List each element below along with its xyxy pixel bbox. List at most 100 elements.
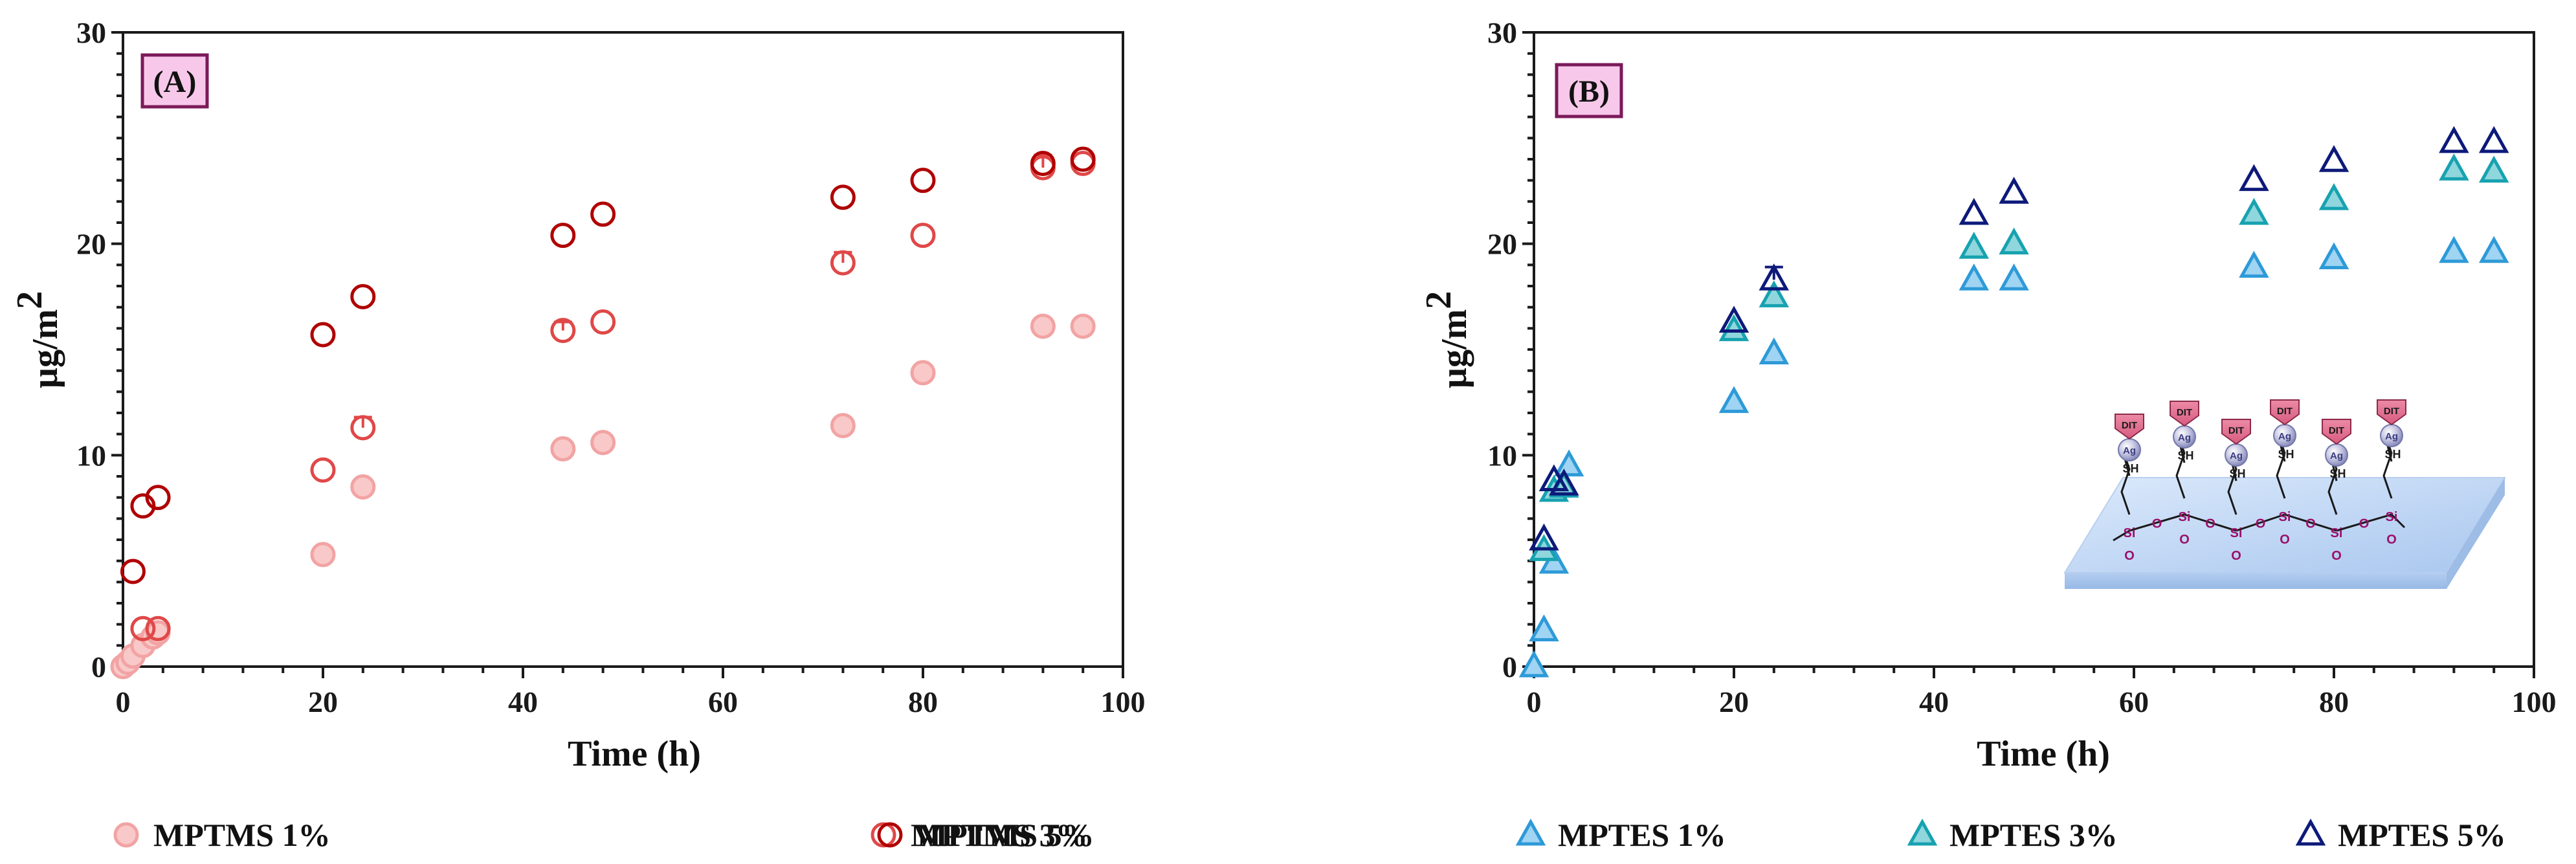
- legend-label: MPTES 1%: [1558, 817, 1726, 853]
- data-point: [145, 485, 171, 511]
- thiol-label: SH: [2122, 462, 2138, 475]
- panel-b-x-tick-label: 20: [1719, 685, 1749, 718]
- silicon-atom-label: Si: [2331, 526, 2343, 540]
- siloxane-bond: [2129, 513, 2185, 532]
- dit-shield: [2115, 414, 2144, 440]
- data-point: [1030, 313, 1056, 339]
- oxygen-atom-label: O: [2359, 517, 2370, 531]
- silver-label: Ag: [2385, 431, 2398, 442]
- surface-molecules: SiOOSHAgDITSiOOSHAgDITSiOOSHAgDITSiOOSHA…: [2113, 399, 2406, 563]
- legend-label: MPTMS 1%: [153, 817, 331, 853]
- siloxane-bond: [2284, 513, 2337, 532]
- silicon-atom-label: Si: [2124, 526, 2136, 540]
- panel-a-y-tick-label: 30: [76, 16, 106, 49]
- panel-a-y-tick-label: 0: [91, 650, 106, 683]
- dit-shield: [2322, 419, 2351, 445]
- data-point: [550, 223, 576, 249]
- siloxane-bond: [2113, 529, 2130, 542]
- panel-b-x-axis-title: Time (h): [1977, 734, 2110, 774]
- data-point: [310, 457, 336, 483]
- panel-a-y-axis-title-sup: 2: [10, 291, 50, 309]
- oxygen-atom-label: O: [2280, 533, 2290, 547]
- series-mptms-1-: [110, 313, 1096, 680]
- data-point: [130, 493, 156, 519]
- data-point: [830, 413, 856, 439]
- data-point: [145, 615, 171, 641]
- data-point: [1518, 650, 1549, 678]
- data-point: [590, 309, 616, 335]
- legend-item: MPTMS 5%: [877, 817, 1094, 853]
- siloxane-bond: [2236, 513, 2285, 532]
- data-point: [2478, 236, 2509, 263]
- dit-label: DIT: [2384, 406, 2399, 417]
- thiol-label: SH: [2278, 448, 2294, 461]
- data-point: [2478, 126, 2509, 153]
- panel-a-x-tick-label: 80: [908, 685, 938, 718]
- data-point: [1759, 337, 1790, 365]
- panel-a-x-tick-label: 40: [508, 685, 538, 718]
- data-point: [910, 360, 936, 386]
- panel-a-y-axis-title-text: µg/m: [25, 309, 65, 388]
- legend-marker: [1515, 818, 1546, 846]
- panel-a-x-tick-label: 0: [116, 685, 131, 718]
- oxygen-atom-label: O: [2256, 517, 2266, 531]
- siloxane-bond: [2184, 513, 2237, 532]
- data-point: [310, 542, 336, 568]
- data-point: [1999, 227, 2029, 255]
- silver-label: Ag: [2123, 445, 2136, 456]
- silver-label: Ag: [2230, 450, 2243, 461]
- data-point: [1718, 305, 1749, 333]
- data-point: [830, 250, 856, 276]
- data-point: [2439, 126, 2469, 153]
- data-point: [1959, 197, 1990, 225]
- dit-shield: [2270, 399, 2300, 426]
- data-point: [2239, 250, 2269, 278]
- data-point: [1529, 523, 1559, 551]
- panel-b-label: (B): [1568, 74, 1610, 109]
- panel-a-x-axis-title: Time (h): [568, 734, 701, 774]
- data-point: [550, 318, 576, 344]
- thiol-label: SH: [2329, 467, 2346, 480]
- panel-b-x-tick-label: 40: [1919, 685, 1949, 718]
- series-mptms-5-: [120, 146, 1096, 584]
- data-point: [350, 474, 376, 500]
- legend-marker: [113, 822, 139, 848]
- dit-label: DIT: [2277, 406, 2293, 417]
- siloxane-bond: [2336, 513, 2392, 532]
- panel-b-x-tick-label: 0: [1527, 685, 1542, 718]
- data-point: [1999, 263, 2029, 291]
- data-point: [1070, 313, 1096, 339]
- panel-b-series: [1518, 126, 2509, 678]
- data-point: [1999, 177, 2029, 204]
- series-mptms-3-: [130, 151, 1096, 641]
- thiol-label: SH: [2384, 448, 2401, 461]
- data-point: [1538, 546, 1570, 574]
- data-point: [2478, 155, 2509, 183]
- data-point: [1070, 146, 1096, 172]
- panel-b-axes: 0 20 40 60 80 100 0 10 20 30: [1487, 16, 2557, 718]
- data-point: [310, 322, 336, 348]
- legend-marker: [2295, 818, 2326, 846]
- dit-label: DIT: [2177, 407, 2192, 418]
- data-point: [1759, 263, 1790, 291]
- panel-a-y-tick-label: 20: [76, 228, 106, 261]
- data-point: [2239, 164, 2269, 192]
- legend-label: MPTES 3%: [1949, 817, 2118, 853]
- legend-item: MPTMS 3%: [871, 817, 1088, 853]
- data-point: [2239, 197, 2269, 225]
- panel-b-y-axis-title-sup: 2: [1419, 291, 1459, 309]
- oxygen-atom-label: O: [2179, 533, 2190, 547]
- legend-item: MPTMS 1%: [113, 817, 331, 853]
- thiol-label: SH: [2229, 467, 2245, 480]
- silver-label: Ag: [2178, 432, 2191, 443]
- data-point: [1553, 449, 1584, 477]
- data-point: [2439, 236, 2469, 263]
- silicon-atom-label: Si: [2279, 510, 2291, 524]
- dit-shield: [2221, 419, 2251, 445]
- data-point: [910, 223, 936, 249]
- data-point: [910, 168, 936, 194]
- data-point: [2318, 183, 2349, 210]
- silver-label: Ag: [2330, 450, 2343, 461]
- oxygen-atom-label: O: [2305, 517, 2316, 531]
